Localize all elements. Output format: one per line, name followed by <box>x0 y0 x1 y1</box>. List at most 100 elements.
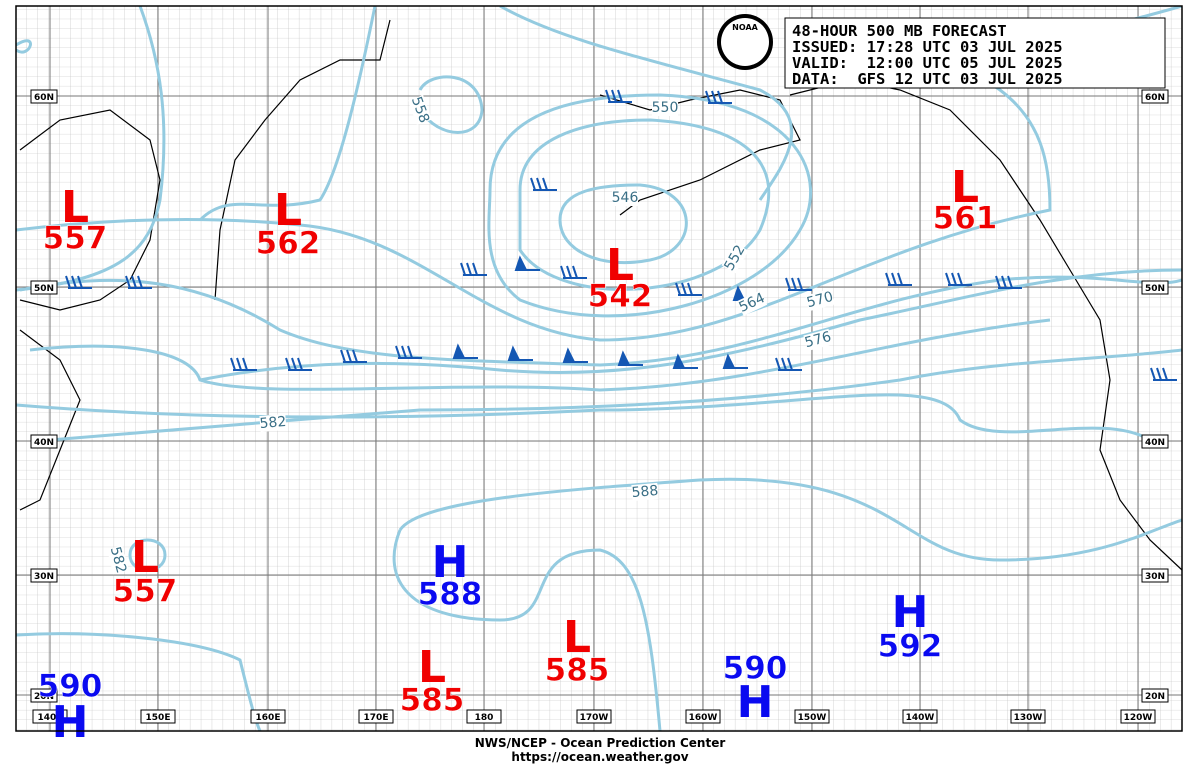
barb-flag <box>514 255 528 271</box>
barb-feather <box>787 357 793 371</box>
lat-label-box <box>30 89 58 104</box>
barb-feather <box>340 349 346 363</box>
lon-label: 160E <box>256 713 281 723</box>
barb-feather <box>407 345 413 359</box>
lon-label-box <box>466 709 502 724</box>
labels: 140E 150E 160E 170E 180 170W 160W 150W 140W 130W 1… <box>30 89 1169 748</box>
lat-label: 40N <box>1145 438 1165 448</box>
barb-feather <box>236 357 242 371</box>
barb-feather <box>77 275 83 289</box>
lon-label: 120W <box>1124 713 1153 723</box>
center-type: H <box>52 697 89 748</box>
center-type: L <box>61 182 89 233</box>
barb-feather <box>137 275 143 289</box>
lon-label: 140W <box>906 713 935 723</box>
barb-feather <box>957 272 963 286</box>
barb-feather <box>781 357 787 371</box>
center-value: 542 <box>588 279 653 315</box>
barb-flag <box>452 343 466 359</box>
contour-label-bg <box>652 100 678 116</box>
contour-label-bg <box>721 242 749 274</box>
center-type: L <box>274 185 302 236</box>
barb-feather <box>995 275 1001 289</box>
lon-label-box <box>794 709 830 724</box>
center-value: 557 <box>43 221 108 257</box>
barb-feather <box>472 262 478 276</box>
barb-feather <box>530 177 536 191</box>
contour-label-bg <box>259 413 287 433</box>
lat-label: 40N <box>34 438 54 448</box>
footer-agency: NWS/NCEP - Ocean Prediction Center <box>475 736 726 750</box>
barb-feather <box>71 275 77 289</box>
header-box <box>784 17 1166 89</box>
barb-feather <box>125 275 131 289</box>
lon-label-box <box>902 709 938 724</box>
center-type: L <box>951 162 979 213</box>
barb-flag <box>672 353 686 369</box>
lat-label-box <box>30 568 58 583</box>
wind-barbs <box>65 89 1177 381</box>
contour-label-bg <box>612 190 638 206</box>
barb-feather <box>705 90 711 104</box>
lat-label: 30N <box>34 572 54 582</box>
lat-label: 60N <box>1145 93 1165 103</box>
barb-feather <box>395 345 401 359</box>
center-type: L <box>563 612 591 663</box>
contour-label: 546 <box>612 190 639 206</box>
barb-feather <box>297 357 303 371</box>
barb-feather <box>951 272 957 286</box>
lat-label-box <box>1141 688 1169 703</box>
lat-label: 20N <box>34 692 54 702</box>
footer-url: https://ocean.weather.gov <box>511 750 688 764</box>
lon-label-box <box>250 709 286 724</box>
barb-flag <box>562 347 576 363</box>
header-issued: ISSUED: 17:28 UTC 03 JUL 2025 <box>792 38 1063 56</box>
lat-label: 50N <box>1145 284 1165 294</box>
barb-feather <box>352 349 358 363</box>
barb-feather <box>460 262 466 276</box>
lat-label-box <box>1141 568 1169 583</box>
barb-flag <box>617 350 631 366</box>
barb-feather <box>536 177 542 191</box>
contour-label: 588 <box>631 483 659 501</box>
barb-flag <box>722 353 736 369</box>
lat-label-box <box>1141 280 1169 295</box>
barb-feather <box>785 277 791 291</box>
center-value: 585 <box>400 683 465 719</box>
lon-label-box <box>358 709 394 724</box>
barb-feather <box>346 349 352 363</box>
barb-feather <box>891 272 897 286</box>
barb-feather <box>945 272 951 286</box>
barb-feather <box>1150 367 1156 381</box>
lon-label-box <box>1120 709 1156 724</box>
barb-feather <box>717 90 723 104</box>
contour-label: 550 <box>652 100 679 116</box>
map-border <box>15 5 1183 732</box>
barb-feather <box>775 357 781 371</box>
barb-feather <box>131 275 137 289</box>
barb-feather <box>230 357 236 371</box>
barb-feather <box>242 357 248 371</box>
barb-feather <box>797 277 803 291</box>
barb-feather <box>1156 367 1162 381</box>
lat-label: 50N <box>34 284 54 294</box>
center-type: H <box>737 677 774 728</box>
lat-label: 60N <box>34 93 54 103</box>
logo-inner <box>721 18 769 66</box>
lat-label-box <box>30 688 58 703</box>
barb-feather <box>560 265 566 279</box>
barb-flag <box>507 345 521 361</box>
barb-feather <box>897 272 903 286</box>
center-type: H <box>432 537 469 588</box>
lat-label-box <box>30 434 58 449</box>
lon-label-box <box>685 709 721 724</box>
barb-feather <box>791 277 797 291</box>
barb-feather <box>885 272 891 286</box>
lon-label-box <box>576 709 612 724</box>
lon-label-box <box>32 709 68 724</box>
barb-feather <box>1007 275 1013 289</box>
contour-label: 576 <box>803 329 833 351</box>
lon-label: 180 <box>475 713 494 723</box>
barb-feather <box>285 357 291 371</box>
